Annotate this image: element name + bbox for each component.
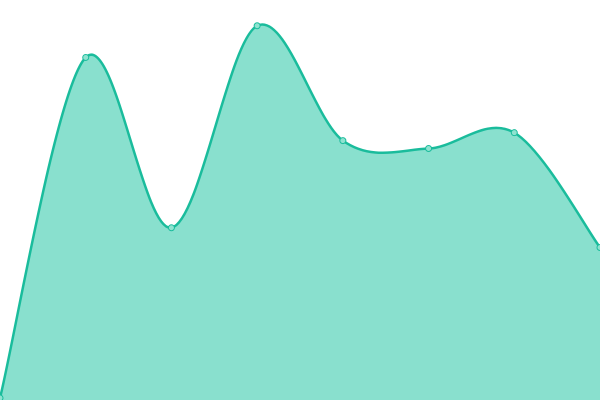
data-point-4: [339, 137, 347, 145]
data-point-3: [253, 22, 261, 30]
data-point-2: [167, 224, 175, 232]
data-point-5: [425, 145, 433, 153]
data-points: [0, 22, 600, 400]
series-area-fill: [0, 24, 600, 400]
data-point-0: [0, 394, 4, 400]
data-point-6: [510, 129, 518, 137]
data-point-1: [82, 53, 90, 61]
data-point-7: [596, 244, 600, 252]
